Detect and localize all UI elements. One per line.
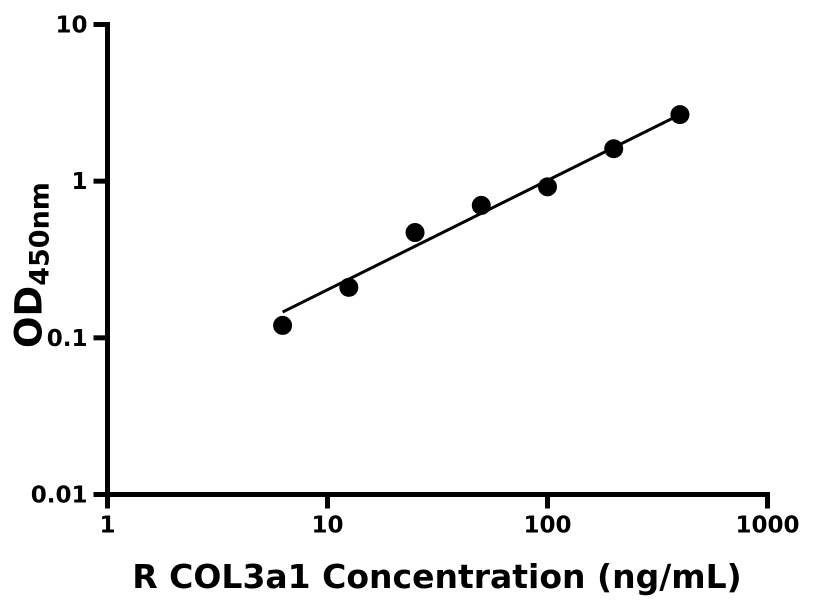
- x-tick-label: 100: [523, 513, 571, 539]
- data-point: [273, 315, 293, 335]
- y-tick-label: 10: [55, 13, 87, 39]
- y-tick-label: 0.01: [31, 483, 88, 509]
- y-axis-title-subscript: 450nm: [24, 182, 56, 286]
- data-point: [339, 277, 359, 297]
- data-point: [538, 177, 557, 197]
- y-tick-label: 0.1: [47, 326, 88, 352]
- x-tick-label: 10: [311, 513, 343, 539]
- data-point: [670, 105, 690, 125]
- data-point: [471, 195, 491, 215]
- y-tick-label: 1: [71, 169, 87, 195]
- y-axis-title: OD450nm: [7, 182, 56, 348]
- data-point: [604, 139, 624, 159]
- x-tick-label: 1000: [735, 513, 799, 539]
- x-tick-label: 1: [99, 513, 115, 539]
- data-point: [405, 223, 425, 243]
- y-axis-title-main: OD: [7, 285, 51, 348]
- x-axis-title: R COL3a1 Concentration (ng/mL): [132, 557, 742, 596]
